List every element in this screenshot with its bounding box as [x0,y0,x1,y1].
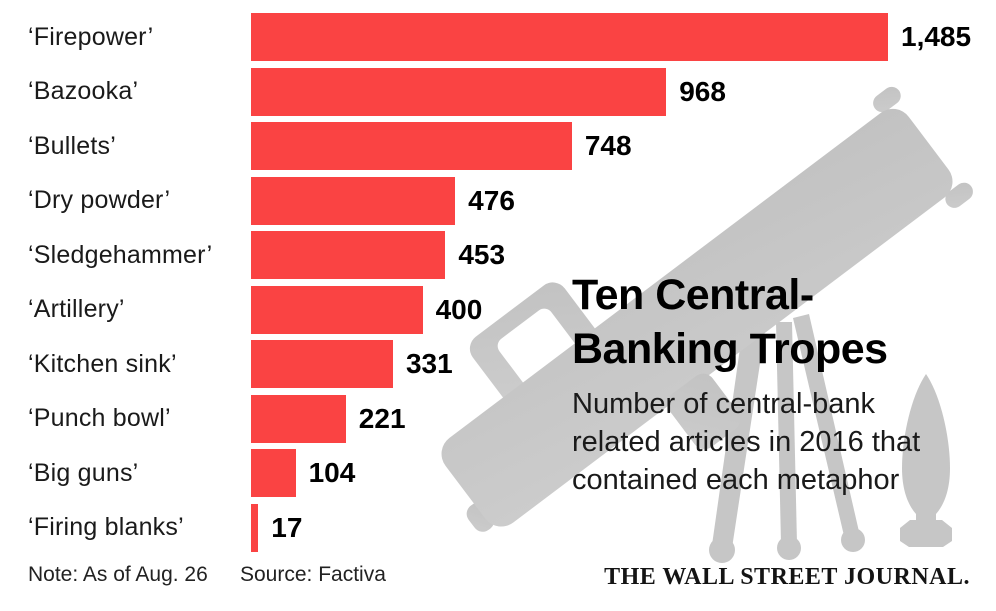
chart-title-line-2: Banking Tropes [572,325,888,373]
subtitle-line-1: Number of central-bank [572,388,876,420]
footnote: Note: As of Aug. 26 [28,563,208,586]
bar-row: ‘Dry powder’ 476 [0,176,996,225]
value-label: 968 [679,75,726,107]
category-label: ‘Punch bowl’ [28,404,171,432]
category-label: ‘Bazooka’ [28,77,139,105]
bar [251,394,346,443]
bar-row: ‘Bullets’ 748 [0,122,996,170]
source-credit: Source: Factiva [240,563,386,586]
value-label: 331 [405,348,453,379]
bar [251,285,423,334]
bar [251,503,259,552]
chart-subtitle: Number of central-bank related articles … [572,385,972,499]
value-label: 748 [584,130,632,161]
category-label: ‘Dry powder’ [28,186,171,214]
bar-row: ‘Kitchen sink’ 331 [0,340,996,388]
value-label: 17 [271,511,303,543]
value-label: 221 [358,402,406,434]
value-label: 453 [458,239,506,270]
value-label: 1,485 [901,21,972,52]
category-label: ‘Big guns’ [28,458,139,487]
bar-row: ‘Artillery’ 400 [0,285,996,334]
bazooka-icon [441,86,973,532]
bar-row: ‘Sledgehammer’ 453 [0,231,996,279]
subtitle-line-3: contained each metaphor [572,464,900,496]
bar [251,13,888,61]
category-label: ‘Kitchen sink’ [28,349,177,378]
value-label: 104 [308,457,356,488]
category-label: ‘Firepower’ [28,22,154,51]
title-block: Ten Central- Banking Tropes Number of ce… [572,268,972,499]
bar-row: ‘Punch bowl’ 221 [0,394,996,443]
value-label: 476 [468,184,515,216]
bar [251,67,667,116]
category-label: ‘Artillery’ [28,295,125,323]
wsj-logo: THE WALL STREET JOURNAL. [604,564,970,590]
bar-row: ‘Firepower’ 1,485 [0,13,996,61]
category-label: ‘Sledgehammer’ [28,240,213,269]
category-label: ‘Bullets’ [28,131,116,160]
category-label: ‘Firing blanks’ [28,513,184,541]
bar-row: ‘Bazooka’ 968 [0,67,996,116]
artillery-shell-icon [900,374,952,547]
bar-row: ‘Big guns’ 104 [0,449,996,497]
bar [251,122,572,170]
bar [251,231,446,279]
tripod-icon [709,314,865,563]
bar [251,176,456,225]
bar-chart: ‘Firepower’ 1,485 ‘Bazooka’ 968 ‘Bullets… [0,13,996,558]
footer: Note: As of Aug. 26 Source: Factiva THE … [0,563,996,593]
bar [251,340,393,388]
bar [251,449,296,497]
bar-row: ‘Firing blanks’ 17 [0,503,996,552]
subtitle-line-2: related articles in 2016 that [572,426,921,458]
chart-title-line-1: Ten Central- [572,271,814,319]
value-label: 400 [435,293,483,325]
